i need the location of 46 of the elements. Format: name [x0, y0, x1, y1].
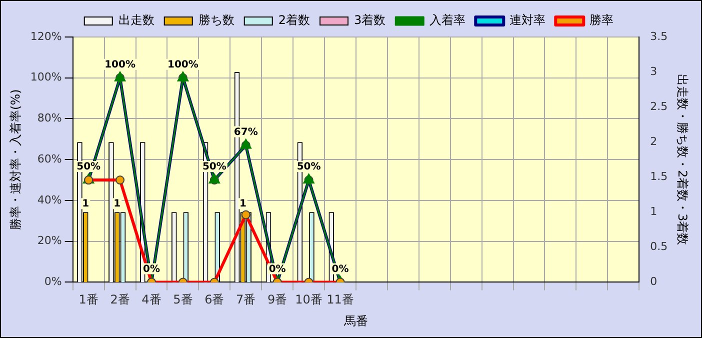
- y-axis-title: 勝率・連対率・入着率(%): [8, 89, 22, 230]
- y2-tick-label: 1.5: [650, 170, 668, 183]
- data-label: 1: [114, 198, 121, 210]
- legend-label: 2着数: [278, 13, 310, 28]
- legend-label: 勝率: [590, 13, 614, 28]
- y-tick-label: 60%: [37, 152, 62, 166]
- x-tick-label: 6番: [204, 292, 224, 307]
- data-label: 1: [82, 198, 90, 210]
- data-label: 100%: [168, 59, 198, 70]
- legend-label: 入着率: [430, 13, 466, 28]
- data-label: 100%: [104, 59, 136, 70]
- x-tick-label: 1番: [78, 292, 98, 307]
- data-label: 50%: [76, 162, 101, 173]
- x-tick-label: 11番: [326, 292, 354, 307]
- y2-tick-label: 3.5: [650, 30, 668, 43]
- data-label: 0%: [332, 264, 349, 275]
- data-label: 50%: [202, 162, 226, 173]
- x-tick-label: 7番: [236, 292, 256, 307]
- y2-tick-label: 1: [650, 205, 658, 218]
- x-axis-title: 馬番: [342, 314, 368, 328]
- data-label: 50%: [296, 162, 321, 173]
- y-tick-label: 120%: [30, 30, 62, 43]
- data-label: 0%: [143, 264, 160, 275]
- y-tick-label: 0%: [44, 275, 62, 288]
- legend-label: 出走数: [118, 13, 154, 28]
- legend-label: 勝ち数: [198, 13, 234, 28]
- y2-axis-title: 出走数・勝ち数・2着数・3着数: [676, 74, 690, 246]
- x-tick-label: 4番: [142, 292, 162, 307]
- y2-tick-label: 2: [650, 134, 658, 148]
- legend-label: 連対率: [510, 13, 546, 28]
- y-tick-label: 40%: [37, 193, 62, 206]
- y-tick-label: 20%: [37, 234, 62, 248]
- x-tick-label: 10番: [295, 292, 322, 307]
- y2-tick-label: 2.5: [650, 100, 668, 113]
- y2-tick-label: 0.5: [650, 240, 668, 254]
- y2-tick-label: 0: [650, 275, 658, 288]
- data-label: 0%: [268, 264, 286, 275]
- legend-label: 3着数: [354, 13, 386, 28]
- y-tick-label: 100%: [30, 70, 62, 84]
- x-tick-label: 2番: [110, 292, 130, 307]
- y2-tick-label: 3: [650, 64, 658, 78]
- y-tick-label: 80%: [37, 112, 62, 125]
- x-tick-label: 5番: [173, 292, 193, 307]
- x-tick-label: 9番: [268, 292, 288, 307]
- data-label: 1: [239, 198, 246, 210]
- data-label: 67%: [234, 126, 258, 138]
